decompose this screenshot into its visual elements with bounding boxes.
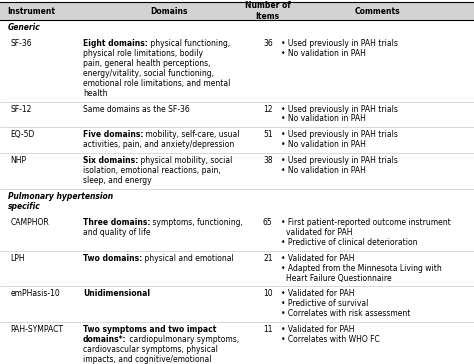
Text: symptoms, functioning,: symptoms, functioning,	[150, 218, 243, 227]
Text: 11: 11	[263, 325, 273, 334]
Text: • Predictive of clinical deterioration: • Predictive of clinical deterioration	[281, 238, 417, 247]
Text: • No validation in PAH: • No validation in PAH	[281, 114, 365, 123]
Text: • Used previously in PAH trials: • Used previously in PAH trials	[281, 130, 398, 139]
Text: Two symptoms and two impact: Two symptoms and two impact	[83, 325, 216, 334]
Text: physical role limitations, bodily: physical role limitations, bodily	[83, 49, 203, 58]
Text: • No validation in PAH: • No validation in PAH	[281, 166, 365, 175]
Text: validated for PAH: validated for PAH	[286, 228, 353, 237]
Text: emotional role limitations, and mental: emotional role limitations, and mental	[83, 79, 230, 88]
Text: • Correlates with risk assessment: • Correlates with risk assessment	[281, 309, 410, 318]
Text: SF-12: SF-12	[11, 104, 32, 114]
Text: cardiopulmonary symptoms,: cardiopulmonary symptoms,	[127, 335, 239, 344]
Text: physical mobility, social: physical mobility, social	[138, 156, 233, 165]
Text: isolation, emotional reactions, pain,: isolation, emotional reactions, pain,	[83, 166, 221, 175]
Text: domains*:: domains*:	[83, 335, 127, 344]
Text: Heart Failure Questionnaire: Heart Failure Questionnaire	[286, 273, 392, 282]
Text: Comments: Comments	[355, 7, 400, 16]
Text: • No validation in PAH: • No validation in PAH	[281, 140, 365, 149]
Text: • Used previously in PAH trials: • Used previously in PAH trials	[281, 104, 398, 114]
Bar	[0, 2, 474, 20]
Text: • No validation in PAH: • No validation in PAH	[281, 49, 365, 58]
Text: • Validated for PAH: • Validated for PAH	[281, 254, 354, 263]
Text: Two domains:: Two domains:	[83, 254, 142, 263]
Text: • Validated for PAH: • Validated for PAH	[281, 289, 354, 298]
Text: • Predictive of survival: • Predictive of survival	[281, 300, 368, 308]
Text: • Used previously in PAH trials: • Used previously in PAH trials	[281, 156, 398, 165]
Text: NHP: NHP	[11, 156, 27, 165]
Text: 38: 38	[263, 156, 273, 165]
Text: CAMPHOR: CAMPHOR	[11, 218, 49, 227]
Text: mobility, self-care, usual: mobility, self-care, usual	[144, 130, 240, 139]
Text: 65: 65	[263, 218, 273, 227]
Text: • Used previously in PAH trials: • Used previously in PAH trials	[281, 39, 398, 48]
Text: PAH-SYMPACT: PAH-SYMPACT	[11, 325, 64, 334]
Text: 21: 21	[263, 254, 273, 263]
Text: • Adapted from the Minnesota Living with: • Adapted from the Minnesota Living with	[281, 264, 441, 273]
Text: health: health	[83, 88, 108, 98]
Text: Same domains as the SF-36: Same domains as the SF-36	[83, 104, 190, 114]
Text: and quality of life: and quality of life	[83, 228, 150, 237]
Text: 12: 12	[263, 104, 273, 114]
Text: Five domains:: Five domains:	[83, 130, 144, 139]
Text: Number of
Items: Number of Items	[245, 1, 291, 21]
Text: Domains: Domains	[150, 7, 188, 16]
Text: pain, general health perceptions,: pain, general health perceptions,	[83, 59, 210, 68]
Text: cardiovascular symptoms, physical: cardiovascular symptoms, physical	[83, 345, 218, 354]
Text: • First patient-reported outcome instrument: • First patient-reported outcome instrum…	[281, 218, 450, 227]
Text: activities, pain, and anxiety/depression: activities, pain, and anxiety/depression	[83, 140, 234, 149]
Text: Three domains:: Three domains:	[83, 218, 150, 227]
Text: 10: 10	[263, 289, 273, 298]
Text: energy/vitality, social functioning,: energy/vitality, social functioning,	[83, 69, 214, 78]
Text: SF-36: SF-36	[11, 39, 32, 48]
Text: Six domains:: Six domains:	[83, 156, 138, 165]
Text: impacts, and cognitive/emotional: impacts, and cognitive/emotional	[83, 355, 211, 364]
Text: specific: specific	[8, 202, 40, 211]
Text: Generic: Generic	[8, 23, 40, 32]
Text: Unidimensional: Unidimensional	[83, 289, 150, 298]
Text: Pulmonary hypertension: Pulmonary hypertension	[8, 192, 113, 201]
Text: emPHasis-10: emPHasis-10	[11, 289, 61, 298]
Text: sleep, and energy: sleep, and energy	[83, 176, 152, 185]
Text: physical functioning,: physical functioning,	[148, 39, 230, 48]
Text: EQ-5D: EQ-5D	[11, 130, 35, 139]
Text: • Correlates with WHO FC: • Correlates with WHO FC	[281, 335, 379, 344]
Text: physical and emotional: physical and emotional	[142, 254, 234, 263]
Text: 51: 51	[263, 130, 273, 139]
Text: • Validated for PAH: • Validated for PAH	[281, 325, 354, 334]
Text: 36: 36	[263, 39, 273, 48]
Text: Eight domains:: Eight domains:	[83, 39, 148, 48]
Text: Instrument: Instrument	[8, 7, 55, 16]
Text: LPH: LPH	[11, 254, 25, 263]
